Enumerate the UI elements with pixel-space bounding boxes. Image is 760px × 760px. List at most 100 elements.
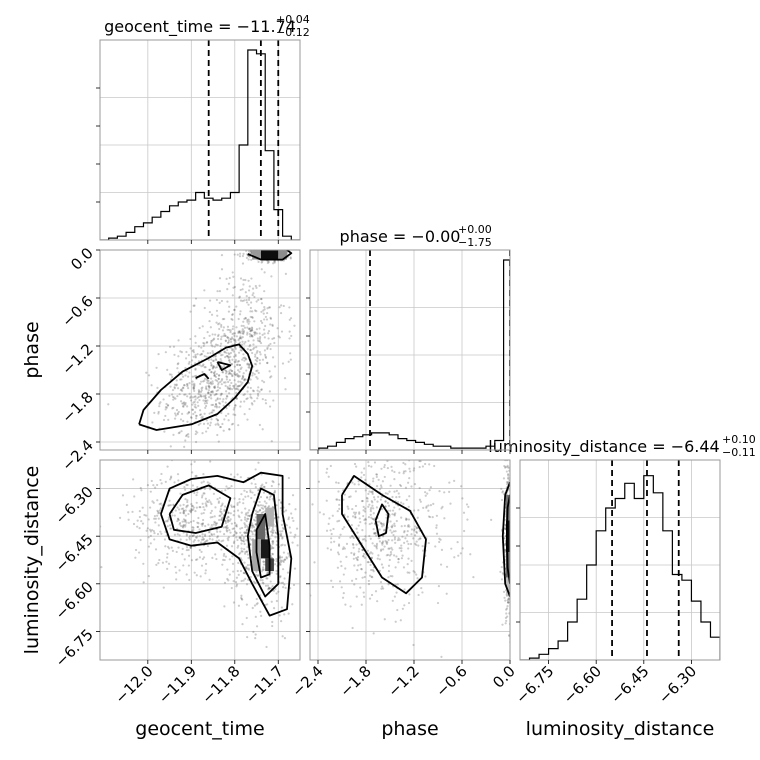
scatter-point xyxy=(224,369,228,373)
scatter-point xyxy=(265,536,268,539)
scatter-point xyxy=(238,498,241,501)
scatter-point xyxy=(212,365,215,368)
scatter-point xyxy=(257,461,260,464)
scatter-point xyxy=(266,261,269,265)
scatter-point xyxy=(275,247,277,249)
scatter-point xyxy=(176,519,179,523)
scatter-point xyxy=(396,500,400,504)
scatter-point xyxy=(236,473,239,476)
scatter-point xyxy=(231,527,234,530)
scatter-point xyxy=(212,359,215,363)
scatter-point xyxy=(328,517,331,520)
scatter-point xyxy=(388,547,391,550)
scatter-point xyxy=(376,500,379,503)
scatter-point xyxy=(447,418,449,420)
scatter-point xyxy=(241,340,244,343)
scatter-point xyxy=(224,339,227,342)
scatter-point xyxy=(273,261,276,264)
scatter-point xyxy=(359,520,362,524)
scatter-point xyxy=(216,337,220,341)
scatter-point xyxy=(176,517,180,521)
scatter-point xyxy=(241,299,244,303)
scatter-point xyxy=(325,435,327,437)
scatter-point xyxy=(371,490,374,493)
scatter-point xyxy=(220,335,223,338)
scatter-point xyxy=(156,499,159,502)
scatter-point xyxy=(171,375,174,379)
scatter-point xyxy=(204,396,207,399)
x-tick-label: −11.8 xyxy=(198,662,243,707)
scatter-point xyxy=(206,539,209,542)
scatter-point xyxy=(261,244,263,246)
scatter-point xyxy=(233,505,236,508)
scatter-point xyxy=(224,355,227,359)
scatter-point xyxy=(267,344,270,347)
scatter-point xyxy=(277,483,281,486)
scatter-point xyxy=(232,355,236,358)
scatter-point xyxy=(178,569,181,572)
scatter-point xyxy=(213,370,217,373)
scatter-point xyxy=(386,541,389,544)
scatter-point xyxy=(283,377,287,380)
scatter-point xyxy=(228,392,231,395)
scatter-point xyxy=(200,416,203,419)
scatter-point xyxy=(506,615,509,618)
scatter-point xyxy=(342,498,345,501)
scatter-point xyxy=(248,285,251,288)
scatter-point xyxy=(244,532,247,535)
scatter-point xyxy=(290,512,293,515)
scatter-point xyxy=(377,495,380,498)
scatter-point xyxy=(107,403,110,406)
scatter-point xyxy=(267,337,270,340)
scatter-point xyxy=(510,564,512,566)
scatter-point xyxy=(205,385,208,388)
scatter-point xyxy=(238,331,241,334)
panels-layer: −6.75 −6.60 −6.45 −6.30−2.4−1.8−1.2−0.60.0−… xyxy=(52,39,721,707)
scatter-point xyxy=(202,422,206,425)
scatter-point xyxy=(202,492,205,495)
scatter-point xyxy=(184,374,187,377)
scatter-point xyxy=(214,378,217,382)
scatter-point xyxy=(459,552,462,555)
scatter-point xyxy=(179,400,183,403)
scatter-point xyxy=(220,518,224,521)
scatter-point xyxy=(395,495,398,499)
scatter-point xyxy=(175,383,178,386)
2d-luminosity_distance_vs_phase-plot-area xyxy=(310,418,512,660)
scatter-point xyxy=(269,376,272,379)
scatter-point xyxy=(195,493,198,497)
scatter-point xyxy=(408,477,411,480)
scatter-point xyxy=(177,479,180,482)
scatter-point xyxy=(505,619,508,623)
scatter-point xyxy=(172,345,176,348)
scatter-point xyxy=(237,514,240,517)
scatter-point xyxy=(255,351,258,354)
scatter-point xyxy=(151,528,154,532)
scatter-point xyxy=(202,350,205,353)
scatter-point xyxy=(211,382,214,385)
contour-line xyxy=(505,494,510,584)
scatter-point xyxy=(281,530,284,533)
scatter-point xyxy=(251,530,254,534)
scatter-point xyxy=(264,402,268,405)
scatter-point xyxy=(358,512,361,515)
scatter-point xyxy=(217,333,220,336)
scatter-point xyxy=(245,550,249,553)
scatter-point xyxy=(192,401,195,404)
scatter-point xyxy=(394,512,397,515)
scatter-point xyxy=(402,502,405,505)
scatter-point xyxy=(202,344,205,347)
scatter-point xyxy=(387,428,389,430)
scatter-point xyxy=(233,308,236,311)
scatter-point xyxy=(216,419,219,422)
scatter-point xyxy=(359,586,362,589)
scatter-point xyxy=(234,530,237,533)
scatter-point xyxy=(168,524,172,527)
scatter-point xyxy=(156,532,160,536)
scatter-point xyxy=(202,556,206,559)
scatter-point xyxy=(472,576,475,579)
scatter-point xyxy=(266,307,269,310)
scatter-point xyxy=(173,481,176,484)
scatter-point xyxy=(387,570,391,573)
scatter-point xyxy=(250,335,253,338)
